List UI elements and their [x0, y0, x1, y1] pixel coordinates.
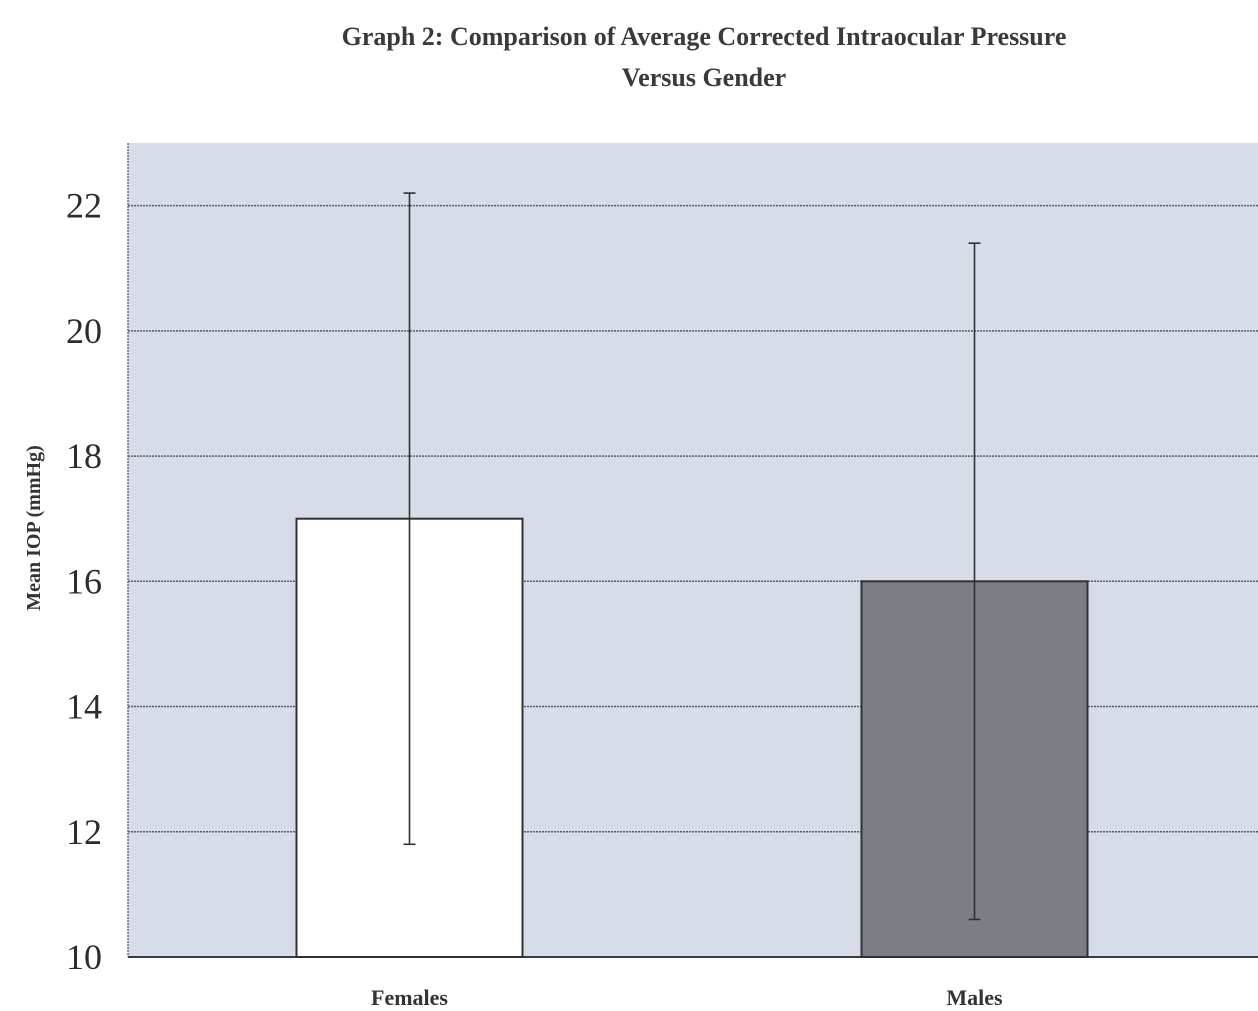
y-tick-label-14: 14 — [66, 687, 102, 727]
y-tick-label-20: 20 — [66, 311, 102, 351]
error-bar-males — [968, 242, 981, 921]
chart-title-line-2: Versus Gender — [622, 63, 786, 92]
y-tick-label-12: 12 — [66, 812, 102, 852]
gridlines — [128, 204, 1258, 833]
error-bar-females — [403, 192, 416, 846]
x-tick-label-females: Females — [371, 985, 448, 1010]
x-axis-labels: Females Males — [371, 985, 1003, 1010]
y-axis-ticks: 10 12 14 16 18 20 22 — [66, 186, 102, 977]
y-tick-label-16: 16 — [66, 561, 102, 601]
y-tick-label-18: 18 — [66, 436, 102, 476]
chart-title-line-1: Graph 2: Comparison of Average Corrected… — [342, 22, 1067, 51]
y-axis-label: Mean IOP (mmHg) — [23, 445, 45, 611]
x-tick-label-males: Males — [946, 985, 1003, 1010]
error-bars — [403, 192, 981, 921]
y-tick-label-10: 10 — [66, 937, 102, 977]
y-tick-label-22: 22 — [66, 186, 102, 226]
